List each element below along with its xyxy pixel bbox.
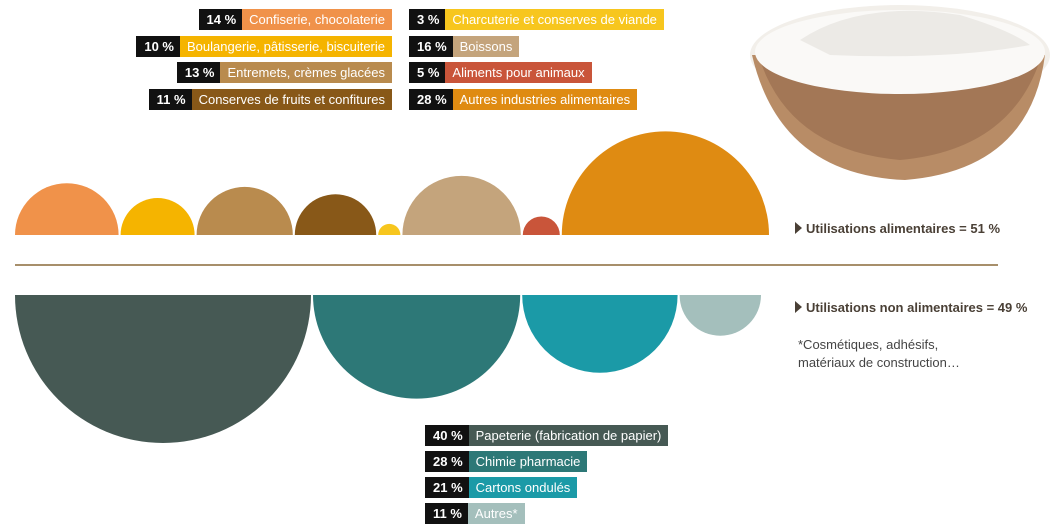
legend-label: Entremets, crèmes glacées [220, 62, 392, 84]
legend-label: Boulangerie, pâtisserie, biscuiterie [180, 35, 392, 57]
semicircle [196, 186, 293, 235]
legend-value: 21 % [425, 477, 469, 498]
legend-item: 13 % Entremets, crèmes glacées [176, 62, 392, 84]
note: *Cosmétiques, adhésifs, matériaux de con… [798, 337, 960, 370]
legend-item: 40 % Papeterie (fabrication de papier) [425, 425, 669, 446]
semicircle [294, 194, 377, 235]
legend-value: 28 % [425, 451, 469, 472]
legend-label: Cartons ondulés [468, 477, 578, 498]
legend-value: 11 % [425, 503, 468, 524]
legend-label: Conserves de fruits et confitures [191, 89, 392, 111]
semicircle [313, 295, 521, 399]
semicircle [402, 175, 521, 235]
legend-value: 5 % [409, 62, 446, 84]
legend-item: 5 % Aliments pour animaux [409, 62, 592, 84]
legend-item: 11 % Conserves de fruits et confitures [148, 89, 392, 111]
semicircle [15, 183, 119, 235]
summary: Utilisations alimentaires = 51 % [795, 221, 1000, 236]
legend-value: 13 % [176, 62, 221, 84]
legend-item: 3 % Charcuterie et conserves de viande [409, 9, 664, 30]
legend-item: 14 % Confiserie, chocolaterie [198, 9, 392, 30]
semicircle [378, 223, 401, 235]
semicircle [522, 295, 678, 373]
legend-item: 28 % Autres industries alimentaires [409, 89, 638, 111]
summary: Utilisations non alimentaires = 49 % [795, 300, 1027, 315]
legend-label: Confiserie, chocolaterie [242, 9, 392, 30]
legend-item: 21 % Cartons ondulés [425, 477, 578, 498]
semicircle [561, 131, 769, 235]
legend-item: 28 % Chimie pharmacie [425, 451, 588, 472]
legend-label: Autres industries alimentaires [452, 89, 638, 111]
legend-label: Autres* [467, 503, 525, 524]
legend-label: Boissons [452, 35, 520, 57]
semicircle [15, 295, 311, 443]
legend-label: Aliments pour animaux [445, 62, 592, 84]
legend-label: Chimie pharmacie [468, 451, 588, 472]
legend-value: 10 % [136, 35, 180, 57]
legend-value: 40 % [425, 425, 469, 446]
legend-item: 10 % Boulangerie, pâtisserie, biscuiterie [136, 35, 392, 57]
semicircle [679, 295, 761, 336]
semicircle [120, 198, 195, 235]
legend-item: 16 % Boissons [409, 35, 520, 57]
legend-value: 3 % [409, 9, 446, 30]
legend-label: Charcuterie et conserves de viande [445, 9, 664, 30]
legend-item: 11 % Autres* [425, 503, 525, 524]
legend-value: 16 % [409, 35, 453, 57]
bowl-photo [750, 5, 1050, 180]
legend-value: 14 % [198, 9, 243, 30]
legend-value: 28 % [409, 89, 453, 111]
legend-value: 11 % [148, 89, 192, 111]
legend-label: Papeterie (fabrication de papier) [468, 425, 669, 446]
semicircle [522, 216, 560, 235]
